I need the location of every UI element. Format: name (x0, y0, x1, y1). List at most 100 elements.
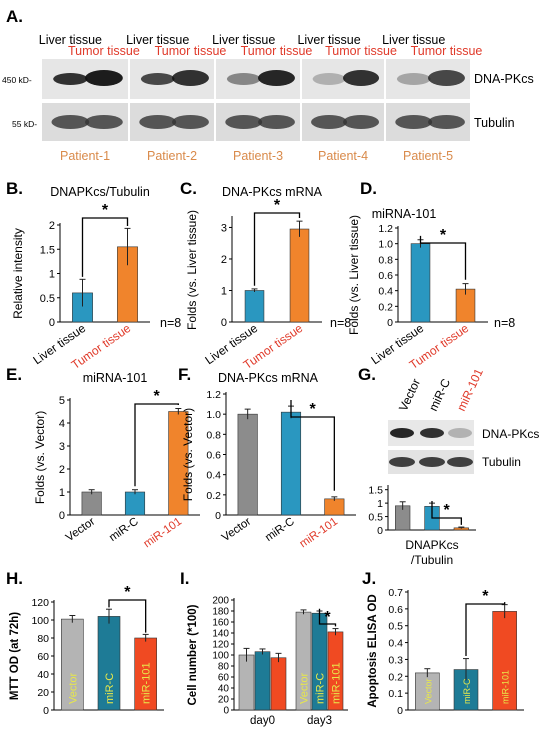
y-axis-label: Folds (vs. Vector) (33, 411, 47, 504)
y-tick-label: 1.0 (378, 239, 393, 251)
significance-star: * (124, 584, 131, 601)
band-dnapkcs-liver (53, 73, 88, 85)
y-tick-label: 2 (49, 220, 55, 232)
band-dnapkcs-liver (312, 73, 346, 85)
chart-title: miRNA-101 (83, 371, 148, 385)
category-label: miR-101 (298, 516, 340, 551)
band-tubulin-liver (51, 115, 90, 129)
band-tubulin-tumor (428, 115, 465, 129)
y-tick-label: 20 (218, 695, 230, 706)
panel-letter: I. (180, 569, 189, 588)
panel-j: J. 0 0.1 0.2 0.3 0.4 0.5 0.6 0.7 Apoptosis ELISA … (362, 569, 524, 717)
category-label: miR-101 (142, 516, 184, 551)
category-label: miR-101 (501, 670, 511, 704)
lane-label: miR-101 (454, 366, 486, 413)
significance-star: * (274, 197, 281, 214)
panel-c: C. DNA-PKcs mRNA 0 1 2 3 Folds (vs. Liver tiss… (180, 179, 351, 372)
category-label: miR-101 (141, 662, 153, 704)
panel-letter: E. (6, 365, 22, 384)
y-tick-label: 3 (221, 222, 227, 234)
band-tubulin-tumor (172, 115, 209, 129)
marker-450kd: 450 kD- (2, 75, 32, 85)
chart-title: DNAPKcs/Tubulin (50, 185, 150, 199)
band-dnapkcs-tumor (258, 70, 295, 86)
lane-label-liver: Liver tissue (126, 33, 189, 47)
y-tick-label: 0.8 (206, 429, 221, 441)
x-tick-label: day3 (307, 715, 332, 727)
significance-star: * (444, 502, 451, 519)
y-tick-label: 100 (212, 651, 229, 662)
y-tick-label: 80 (37, 633, 49, 645)
y-tick-label: 1 (59, 487, 65, 499)
y-tick-label: 0.6 (388, 604, 403, 616)
protein-label-dnapkcs: DNA-PKcs (482, 427, 539, 441)
band-dnapkcs (448, 428, 472, 438)
patient-label: Patient-2 (147, 149, 197, 163)
band-tubulin (389, 457, 415, 467)
chart-title: DNA-PKcs mRNA (218, 371, 319, 385)
bar-label: miR-101 (331, 662, 343, 704)
significance-bracket (290, 400, 335, 491)
y-tick-label: 0.6 (378, 270, 393, 282)
bar (410, 243, 431, 323)
band-dnapkcs (390, 428, 414, 438)
bar (324, 498, 345, 516)
panel-letter: C. (180, 179, 197, 198)
y-tick-label: 200 (212, 596, 229, 607)
y-tick-label: 0.5 (388, 621, 403, 633)
lane-label: Vector (396, 377, 423, 414)
y-tick-label: 0.5 (368, 512, 383, 524)
y-tick-label: 2 (59, 464, 65, 476)
panel-letter: B. (6, 179, 23, 198)
lane-label: miR-C (426, 376, 453, 413)
lane-label-tumor: Tumor tissue (325, 44, 397, 58)
chart-title: miRNA-101 (372, 207, 437, 221)
panel-h: H. 0 20 40 60 80 100 120 MTT OD (at 72h) Vector mi… (6, 569, 164, 717)
lane-label-liver: Liver tissue (297, 33, 360, 47)
category-label: Vector (220, 516, 254, 545)
y-tick-label: 1.2 (378, 223, 393, 235)
y-tick-label: 0 (43, 705, 49, 717)
patient-label: Patient-4 (318, 149, 368, 163)
y-tick-label: 0.2 (378, 301, 393, 313)
sample-size: n=8 (160, 316, 181, 330)
y-tick-label: 40 (218, 684, 230, 695)
band-dnapkcs-liver (140, 73, 175, 85)
category-label: Vector (67, 672, 79, 704)
significance-star: * (154, 388, 161, 405)
y-tick-label: 140 (212, 629, 229, 640)
y-tick-label: 1.5 (368, 485, 383, 497)
y-tick-label: 0 (377, 525, 383, 537)
lane-label-tumor: Tumor tissue (68, 44, 140, 58)
y-tick-label: 0 (59, 510, 65, 522)
band-tubulin-tumor (85, 115, 123, 129)
category-label: miR-C (104, 673, 116, 704)
y-tick-label: 0 (49, 317, 55, 329)
significance-bracket (419, 235, 467, 280)
category-label: Vector (64, 516, 98, 545)
y-tick-label: 0 (223, 706, 229, 717)
y-tick-label: 1 (221, 285, 227, 297)
panel-b: B. DNAPKcs/Tubulin 0 0.5 1 1.5 2 Relative inten… (6, 179, 181, 372)
band-dnapkcs-tumor (428, 70, 465, 86)
bar (289, 228, 310, 323)
protein-label-dnapkcs: DNA-PKcs (474, 72, 534, 86)
y-tick-label: 20 (37, 687, 49, 699)
bar (81, 491, 102, 516)
lane-label-tumor: Tumor tissue (411, 44, 483, 58)
significance-bracket (431, 500, 462, 525)
y-tick-label: 0 (215, 510, 221, 522)
panel-letter: J. (362, 569, 376, 588)
band-dnapkcs-tumor (172, 70, 209, 86)
y-tick-label: 120 (31, 597, 49, 609)
y-tick-label: 0.6 (206, 450, 221, 462)
significance-star: * (440, 227, 447, 244)
y-tick-label: 80 (218, 662, 230, 673)
band-dnapkcs-tumor (85, 70, 123, 86)
y-tick-label: 100 (31, 615, 49, 627)
bar (280, 411, 302, 516)
y-tick-label: 5 (59, 395, 65, 407)
